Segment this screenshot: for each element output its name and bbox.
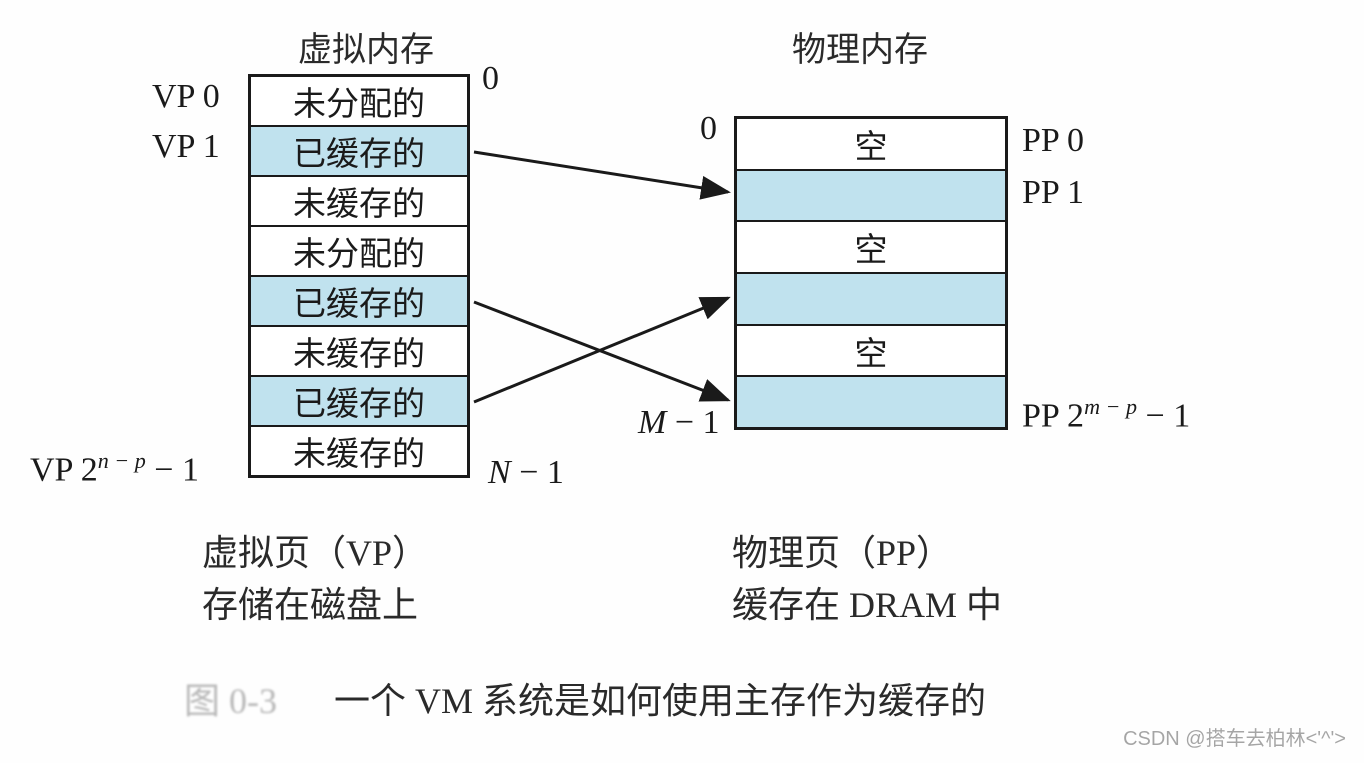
vp-cell: 已缓存的	[251, 277, 467, 327]
vp-index-top: 0	[482, 60, 499, 98]
pp1-label: PP 1	[1022, 174, 1084, 212]
vp-cell: 未分配的	[251, 227, 467, 277]
pp-cell: 空	[737, 119, 1005, 171]
vp-index-bottom: N − 1	[488, 454, 564, 492]
vp-caption-1: 虚拟页（VP）	[202, 524, 428, 576]
pp-last-label: PP 2m − p − 1	[1022, 394, 1190, 435]
pp-cell	[737, 377, 1005, 427]
pp0-label: PP 0	[1022, 122, 1084, 160]
vp-cell: 未缓存的	[251, 177, 467, 227]
watermark: CSDN @搭车去柏林<'^'>	[1123, 722, 1346, 751]
pp-table: 空空空	[734, 116, 1008, 430]
pp-cell	[737, 171, 1005, 223]
pm-title: 物理内存	[792, 22, 928, 71]
figure-caption: 一个 VM 系统是如何使用主存作为缓存的	[334, 672, 986, 724]
vp-cell: 未缓存的	[251, 327, 467, 377]
vp0-label: VP 0	[152, 78, 220, 116]
vp-table: 未分配的已缓存的未缓存的未分配的已缓存的未缓存的已缓存的未缓存的	[248, 74, 470, 478]
vp-last-label: VP 2n − p − 1	[30, 448, 199, 489]
vp-cell: 已缓存的	[251, 377, 467, 427]
vp-cell: 已缓存的	[251, 127, 467, 177]
pp-caption-2: 缓存在 DRAM 中	[732, 576, 1002, 628]
pp-index-top: 0	[700, 110, 717, 148]
pp-index-bottom: M − 1	[638, 404, 720, 442]
vp-cell: 未缓存的	[251, 427, 467, 475]
pp-cell: 空	[737, 326, 1005, 378]
vm-title: 虚拟内存	[298, 22, 434, 71]
pp-cell: 空	[737, 222, 1005, 274]
vp1-label: VP 1	[152, 128, 220, 166]
pp-caption-1: 物理页（PP）	[732, 524, 952, 576]
vp-caption-2: 存储在磁盘上	[202, 576, 418, 628]
figure-label: 图 0-3	[184, 672, 277, 724]
vp-cell: 未分配的	[251, 77, 467, 127]
pp-cell	[737, 274, 1005, 326]
